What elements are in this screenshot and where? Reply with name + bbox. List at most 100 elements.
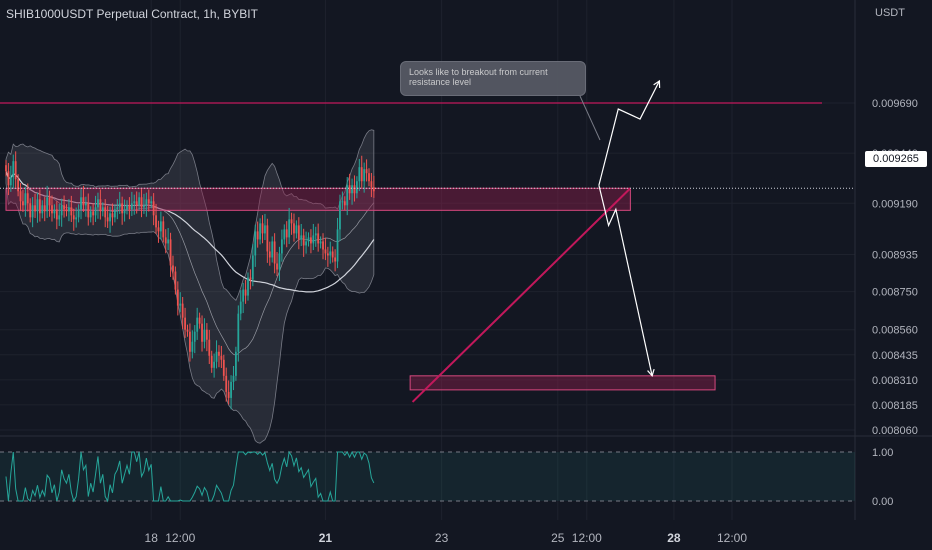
candle-body: [12, 161, 15, 178]
candle-body: [310, 237, 312, 244]
candle-body: [285, 229, 288, 238]
candle-body: [268, 251, 271, 258]
candle-body: [94, 207, 97, 216]
candle-body: [295, 225, 298, 234]
candle-body: [356, 181, 358, 194]
candle-body: [22, 201, 24, 206]
candle-body: [143, 205, 145, 208]
bullish-scenario-arrow: [598, 80, 660, 186]
rsi-tick-label: 1.00: [872, 447, 893, 459]
candle-body: [5, 165, 7, 172]
time-tick-label: 18: [145, 531, 159, 545]
candle-body: [210, 355, 213, 368]
candle-body: [251, 255, 254, 280]
candle-body: [273, 241, 276, 264]
candle-body: [116, 207, 119, 210]
candle-body: [351, 185, 353, 194]
time-tick-label: 12:00: [717, 531, 747, 545]
candle-body: [121, 203, 124, 214]
candle-body: [82, 197, 85, 206]
candle-body: [150, 201, 153, 204]
candle-body: [114, 209, 116, 218]
candle-body: [68, 207, 70, 212]
candle-body: [353, 185, 356, 194]
candle-body: [341, 201, 344, 203]
candle-body: [336, 229, 339, 262]
price-tick-label: 0.009190: [872, 198, 918, 210]
candle-body: [271, 241, 274, 258]
time-axis: 18 12:00 21 23 25 12:00 28 12:00: [145, 531, 748, 545]
candle-body: [138, 197, 140, 206]
candle-body: [80, 197, 82, 210]
candle-body: [280, 239, 283, 254]
candles: [5, 151, 375, 410]
candle-body: [109, 213, 111, 222]
candle-body: [147, 199, 150, 204]
candle-body: [314, 233, 317, 236]
candle-body: [77, 209, 80, 218]
candle-body: [7, 171, 10, 186]
candle-body: [179, 303, 182, 306]
candle-body: [278, 253, 281, 270]
candle-body: [34, 205, 36, 212]
candle-body: [29, 203, 32, 218]
candle-body: [288, 219, 291, 238]
candle-body: [104, 207, 107, 218]
candle-body: [19, 191, 22, 202]
candle-body: [264, 225, 266, 234]
candle-body: [266, 225, 269, 252]
candle-body: [247, 277, 249, 296]
candle-body: [343, 201, 346, 206]
candle-body: [189, 331, 191, 352]
candle-body: [41, 205, 44, 214]
candle-body: [84, 203, 87, 206]
candle-body: [106, 217, 109, 222]
candle-body: [230, 381, 232, 398]
candle-body: [324, 249, 327, 254]
bearish-scenario-arrow: [598, 185, 653, 376]
rsi-band: [0, 452, 855, 501]
candle-body: [75, 217, 78, 220]
price-tick-label: 0.008935: [872, 249, 918, 261]
candle-body: [167, 239, 170, 244]
price-axis: 0.0096900.0094400.0091900.0089350.008750…: [872, 98, 918, 508]
rsi-tick-label: 0.00: [872, 496, 893, 508]
price-tick-label: 0.009690: [872, 98, 918, 110]
bollinger-bands: [5, 129, 375, 444]
candle-body: [254, 231, 257, 256]
candle-body: [259, 223, 261, 240]
candle-body: [370, 181, 373, 188]
candle-body: [329, 251, 332, 256]
candle-body: [232, 375, 235, 382]
candle-body: [97, 199, 99, 208]
callout-pointer: [579, 95, 601, 141]
price-tick-label: 0.008435: [872, 350, 918, 362]
candle-body: [290, 219, 293, 224]
candle-body: [201, 323, 203, 342]
candle-body: [130, 203, 133, 210]
candle-body: [205, 329, 208, 340]
candle-body: [53, 209, 56, 214]
price-tick-label: 0.008060: [872, 425, 918, 437]
candle-body: [249, 277, 252, 280]
candle-body: [111, 213, 114, 218]
candle-body: [152, 201, 155, 216]
candle-body: [99, 199, 102, 212]
bearish-scenario-arrow-arrowhead: [647, 368, 655, 378]
candle-body: [38, 199, 41, 214]
candle-body: [283, 229, 286, 240]
annotation-callout[interactable]: Looks like to breakout from current resi…: [400, 61, 586, 96]
time-tick-label: 12:00: [165, 531, 195, 545]
candle-body: [123, 209, 126, 214]
candle-body: [126, 205, 128, 210]
candle-body: [198, 317, 201, 324]
price-unit: USDT: [875, 7, 905, 19]
candle-body: [46, 197, 49, 212]
candle-body: [242, 289, 245, 302]
candle-body: [227, 391, 230, 398]
candle-body: [218, 351, 220, 356]
candle-body: [360, 167, 363, 182]
bollinger-band-fill: [5, 129, 375, 444]
candle-body: [372, 187, 375, 192]
